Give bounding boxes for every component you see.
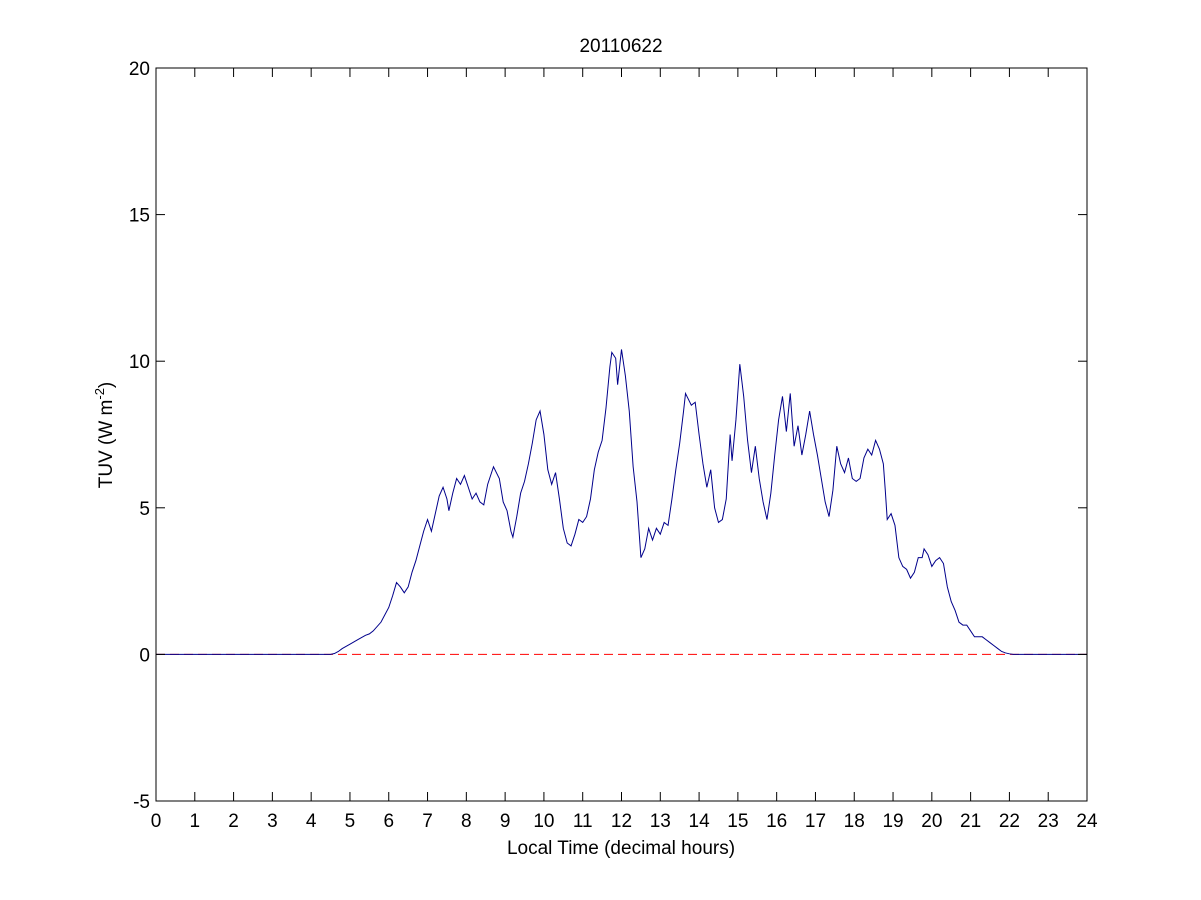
y-tick-label: 20 [129,59,150,80]
x-tick-label: 7 [422,811,433,832]
x-tick-label: 17 [805,811,826,832]
y-tick-label: 15 [129,206,150,227]
x-tick-label: 15 [727,811,748,832]
x-tick-label: 0 [151,811,162,832]
tuv-series-line [156,349,1087,655]
y-tick-labels: -5 0 5 10 15 20 [129,59,150,813]
x-tick-label: 12 [611,811,632,832]
y-axis-label-superscript: -2 [92,388,107,400]
x-tick-label: 14 [689,811,711,832]
x-tick-label: 5 [345,811,356,832]
series-layer [156,349,1087,655]
x-tick-label: 13 [650,811,671,832]
x-tick-label: 4 [306,811,317,832]
y-axis-label: TUV (W m-2) [92,382,117,489]
x-tick-label: 20 [921,811,942,832]
y-tick-label: 0 [139,645,150,666]
x-axis-label: Local Time (decimal hours) [507,838,735,859]
x-tick-label: 24 [1076,811,1098,832]
plot-frame [155,67,1088,802]
x-tick-label: 9 [500,811,511,832]
x-tick-label: 2 [228,811,239,832]
plot-area [156,68,1087,801]
x-tick-label: 21 [960,811,981,832]
x-tick-label: 8 [461,811,472,832]
x-tick-label: 16 [766,811,787,832]
y-axis-label-close: ) [96,382,117,388]
x-tick-label: 19 [882,811,903,832]
chart-title: 20110622 [579,36,662,57]
x-tick-label: 1 [190,811,201,832]
x-tick-label: 10 [533,811,554,832]
x-tick-label: 3 [267,811,278,832]
x-tick-labels: 0 1 2 3 4 5 6 7 8 9 10 11 12 13 14 15 16 17 18 19 20 21 22 23 24 [151,811,1098,832]
x-tick-label: 18 [844,811,865,832]
y-axis-label-main: TUV (W m [96,400,117,489]
x-tick-label: 6 [383,811,394,832]
y-tick-label: 5 [139,499,150,520]
y-tick-label: -5 [133,792,150,813]
x-tick-label: 22 [999,811,1020,832]
y-tick-label: 10 [129,352,150,373]
x-tick-label: 11 [573,811,593,832]
x-tick-label: 23 [1038,811,1059,832]
